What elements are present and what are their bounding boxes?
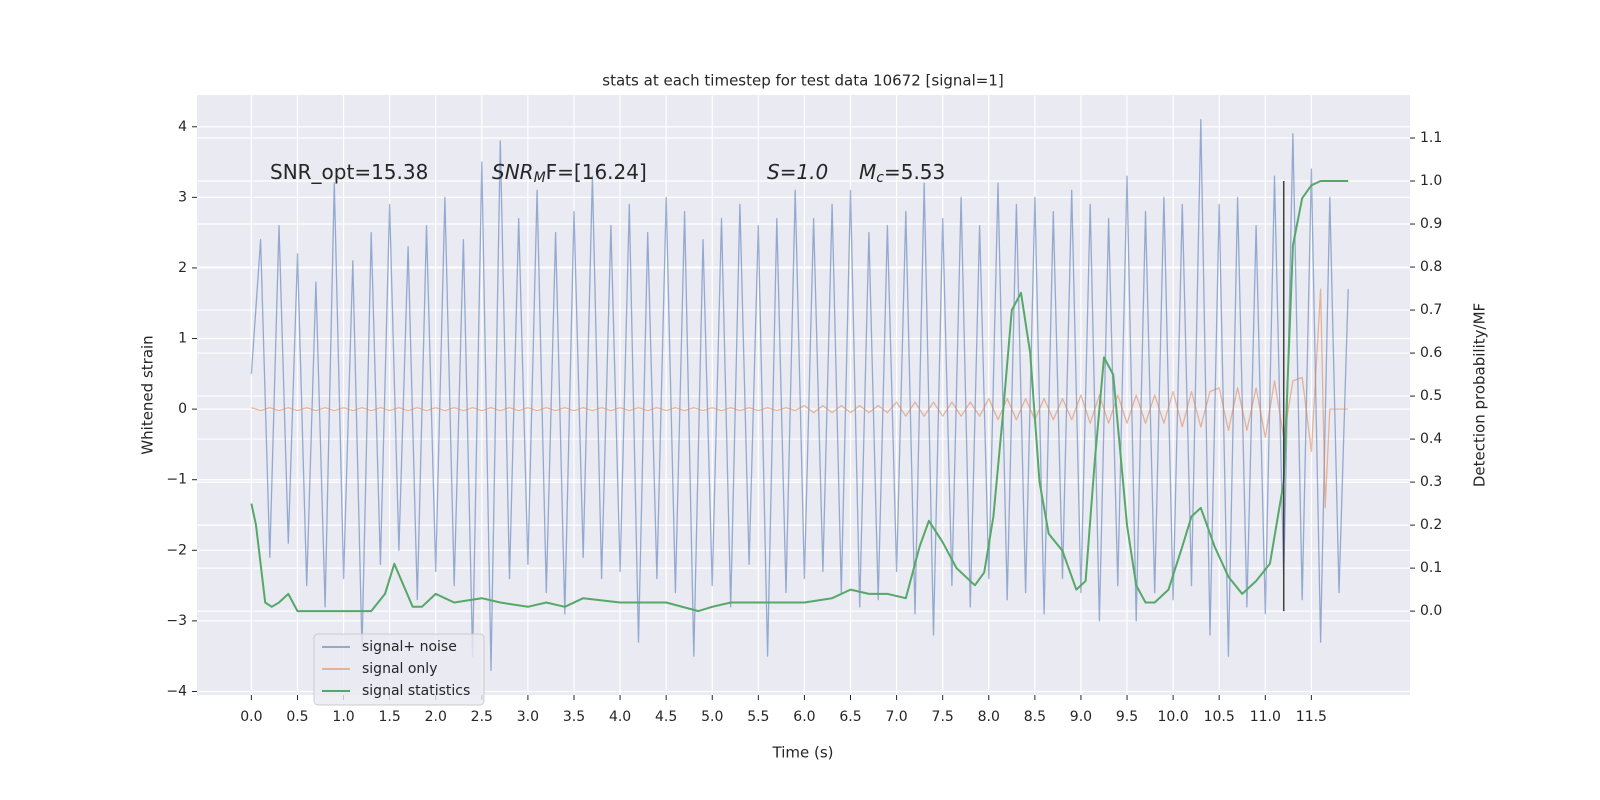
y2-axis-label: Detection probability/MF: [1471, 303, 1489, 487]
x-tick-label: 10.0: [1158, 709, 1189, 725]
x-tick-label: 2.5: [471, 709, 493, 725]
x-tick-label: 9.0: [1070, 709, 1092, 725]
x-tick-label: 6.0: [793, 709, 815, 725]
y2-tick-label: 0.8: [1420, 259, 1442, 275]
y-tick-label: −1: [166, 472, 187, 488]
annotation: S=1.0: [767, 160, 828, 184]
x-tick-label: 10.5: [1204, 709, 1235, 725]
x-tick-label: 1.0: [332, 709, 354, 725]
x-tick-label: 3.0: [517, 709, 539, 725]
y2-tick-label: 0.4: [1420, 431, 1442, 447]
y2-tick-label: 0.6: [1420, 345, 1442, 361]
annotation-part: =5.53: [884, 160, 945, 184]
x-tick-label: 0.0: [240, 709, 262, 725]
y2-tick-label: 1.0: [1420, 173, 1442, 189]
y-tick-label: 1: [178, 331, 187, 347]
y2-tick-label: 0.1: [1420, 560, 1442, 576]
x-tick-label: 11.0: [1250, 709, 1281, 725]
y-tick-label: 3: [178, 189, 187, 205]
x-tick-label: 5.5: [747, 709, 769, 725]
annotation: SNR_opt=15.38: [270, 160, 428, 184]
x-tick-label: 0.5: [286, 709, 308, 725]
annotation-part: M: [534, 170, 546, 186]
annotation: Mc=5.53: [859, 160, 945, 187]
y2-tick-label: 0.7: [1420, 302, 1442, 318]
x-tick-label: 8.0: [978, 709, 1000, 725]
y2-tick-label: 0.9: [1420, 216, 1442, 232]
x-tick-label: 8.5: [1024, 709, 1046, 725]
legend-label: signal only: [362, 661, 437, 677]
x-tick-label: 6.5: [839, 709, 861, 725]
x-tick-label: 2.0: [425, 709, 447, 725]
legend: signal+ noise signal only signal statistic…: [313, 633, 485, 706]
annotation-part: SNR: [492, 160, 534, 184]
x-axis-label: Time (s): [772, 744, 834, 762]
y-tick-label: 4: [178, 119, 187, 135]
y-tick-label: −2: [166, 542, 187, 558]
x-tick-label: 7.0: [885, 709, 907, 725]
y-tick-label: 2: [178, 260, 187, 276]
x-tick-label: 11.5: [1296, 709, 1327, 725]
plot-area: [197, 95, 1410, 695]
series-line: [250, 119, 1349, 671]
annotation-part: S=1.0: [767, 160, 828, 184]
y2-tick-label: 0.0: [1420, 603, 1442, 619]
chart-title: stats at each timestep for test data 106…: [602, 72, 1003, 90]
x-tick-label: 5.0: [701, 709, 723, 725]
legend-label: signal statistics: [362, 683, 470, 699]
x-tick-label: 1.5: [379, 709, 401, 725]
legend-box: [313, 633, 485, 706]
annotation-part: F=[16.24]: [546, 160, 647, 184]
x-tick-label: 3.5: [563, 709, 585, 725]
y-tick-label: 0: [178, 401, 187, 417]
y-axis-label: Whitened strain: [139, 335, 157, 454]
y2-tick-label: 1.1: [1420, 130, 1442, 146]
legend-label: signal+ noise: [362, 639, 457, 655]
y-tick-label: −4: [166, 683, 187, 699]
y2-tick-label: 0.5: [1420, 388, 1442, 404]
annotation-part: c: [876, 170, 884, 186]
x-tick-label: 9.5: [1116, 709, 1138, 725]
annotation-part: SNR_opt=15.38: [270, 160, 428, 184]
annotation: SNRMF=[16.24]: [492, 160, 647, 187]
x-tick-label: 4.5: [655, 709, 677, 725]
y2-tick-label: 0.3: [1420, 474, 1442, 490]
x-tick-label: 4.0: [609, 709, 631, 725]
y-tick-label: −3: [166, 613, 187, 629]
x-tick-label: 7.5: [932, 709, 954, 725]
series-line: [251, 288, 1349, 509]
annotation-part: M: [859, 160, 876, 184]
series-line: [250, 180, 1349, 613]
y2-tick-label: 0.2: [1420, 517, 1442, 533]
